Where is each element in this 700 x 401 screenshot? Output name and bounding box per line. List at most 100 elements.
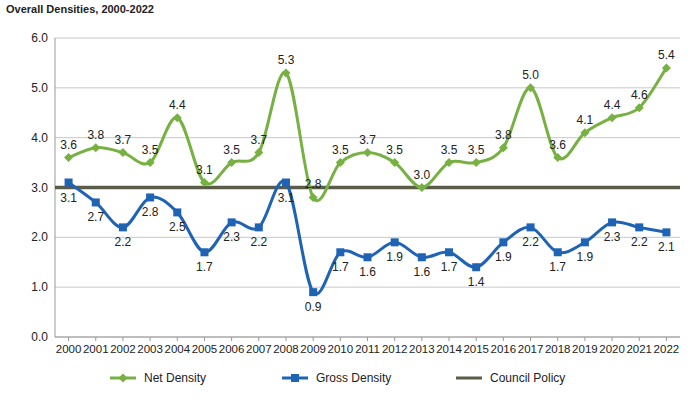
data-label: 3.5	[332, 143, 349, 157]
data-label: 2.5	[169, 220, 186, 234]
x-tick	[557, 337, 558, 341]
data-label: 2.2	[522, 235, 539, 249]
data-label: 3.7	[250, 133, 267, 147]
data-labels: 3.63.83.73.54.43.13.53.75.32.83.53.73.53…	[60, 48, 675, 314]
x-tick	[367, 337, 368, 341]
data-label: 1.4	[468, 275, 485, 289]
marker	[200, 248, 208, 256]
x-tick-label: 2008	[273, 343, 299, 355]
series-line	[55, 186, 680, 190]
x-tick	[584, 337, 585, 341]
marker	[146, 158, 155, 167]
title: Overall Densities, 2000-2022	[6, 3, 154, 15]
data-label: 2.8	[305, 177, 322, 191]
y-tick-label: 4.0	[31, 131, 48, 145]
marker	[65, 179, 73, 187]
legend-marker	[119, 374, 128, 383]
x-tick-label: 2005	[192, 343, 218, 355]
y-tick-label: 5.0	[31, 81, 48, 95]
x-tick	[68, 337, 69, 341]
x-tick	[95, 337, 96, 341]
marker	[363, 148, 372, 157]
marker	[281, 68, 290, 77]
grid-line	[55, 287, 680, 288]
marker	[336, 248, 344, 256]
x-tick	[340, 337, 341, 341]
data-label: 2.2	[631, 235, 648, 249]
data-label: 1.7	[441, 260, 458, 274]
x-tick-label: 2011	[355, 343, 380, 355]
x-tick	[449, 337, 450, 341]
y-tick-label: 0.0	[31, 330, 48, 344]
marker	[527, 223, 535, 231]
marker	[228, 218, 236, 226]
x-tick-label: 2013	[409, 343, 435, 355]
data-label: 1.7	[332, 260, 349, 274]
x-tick-label: 2010	[328, 343, 354, 355]
data-label: 2.2	[115, 235, 132, 249]
x-tick	[285, 337, 286, 341]
data-label: 3.7	[115, 133, 132, 147]
legend-line	[456, 377, 482, 380]
x-tick	[530, 337, 531, 341]
data-label: 3.5	[468, 143, 485, 157]
grid-line	[55, 38, 680, 39]
y-tick-label: 3.0	[31, 181, 48, 195]
grid-line	[55, 87, 680, 88]
marker	[309, 288, 317, 296]
x-tick-label: 2020	[599, 343, 625, 355]
x-tick	[421, 337, 422, 341]
x-tick-label: 2003	[137, 343, 163, 355]
marker	[255, 223, 263, 231]
data-label: 5.4	[658, 48, 675, 62]
x-tick-label: 2012	[382, 343, 408, 355]
grid-line	[55, 187, 680, 188]
x-tick-label: 2000	[56, 343, 82, 355]
legend: Net DensityGross DensityCouncil Policy	[110, 371, 565, 385]
marker	[173, 208, 181, 216]
marker	[635, 103, 644, 112]
marker	[146, 193, 154, 201]
marker	[499, 143, 508, 152]
data-label: 2.2	[250, 235, 267, 249]
data-label: 3.6	[60, 138, 77, 152]
marker	[445, 158, 454, 167]
y-tick-label: 2.0	[31, 230, 48, 244]
x-tick	[666, 337, 667, 341]
legend-marker	[291, 374, 299, 382]
marker	[472, 158, 481, 167]
data-label: 2.3	[223, 230, 240, 244]
marker	[173, 113, 182, 122]
data-label: 3.0	[414, 168, 431, 182]
marker	[309, 193, 318, 202]
legend-label: Council Policy	[490, 371, 565, 385]
marker	[526, 83, 535, 92]
x-tick	[394, 337, 395, 341]
legend-label: Net Density	[144, 371, 206, 385]
marker	[635, 223, 643, 231]
data-label: 3.6	[549, 138, 566, 152]
marker	[92, 198, 100, 206]
y-tick-label: 1.0	[31, 280, 48, 294]
series-line	[69, 181, 667, 294]
marker	[608, 218, 616, 226]
data-label: 0.9	[305, 300, 322, 314]
x-tick	[258, 337, 259, 341]
marker	[608, 113, 617, 122]
data-label: 4.1	[577, 113, 594, 127]
marker	[472, 263, 480, 271]
x-tick	[150, 337, 151, 341]
x-tick-label: 2004	[164, 343, 190, 355]
data-label: 3.8	[87, 128, 104, 142]
marker	[64, 153, 73, 162]
marker	[227, 158, 236, 167]
x-tick-label: 2009	[300, 343, 326, 355]
data-label: 1.6	[414, 265, 431, 279]
marker	[391, 238, 399, 246]
data-label: 1.7	[549, 260, 566, 274]
marker	[662, 63, 671, 72]
data-label: 3.5	[386, 143, 403, 157]
x-tick	[177, 337, 178, 341]
marker	[417, 183, 426, 192]
data-label: 2.1	[658, 240, 675, 254]
